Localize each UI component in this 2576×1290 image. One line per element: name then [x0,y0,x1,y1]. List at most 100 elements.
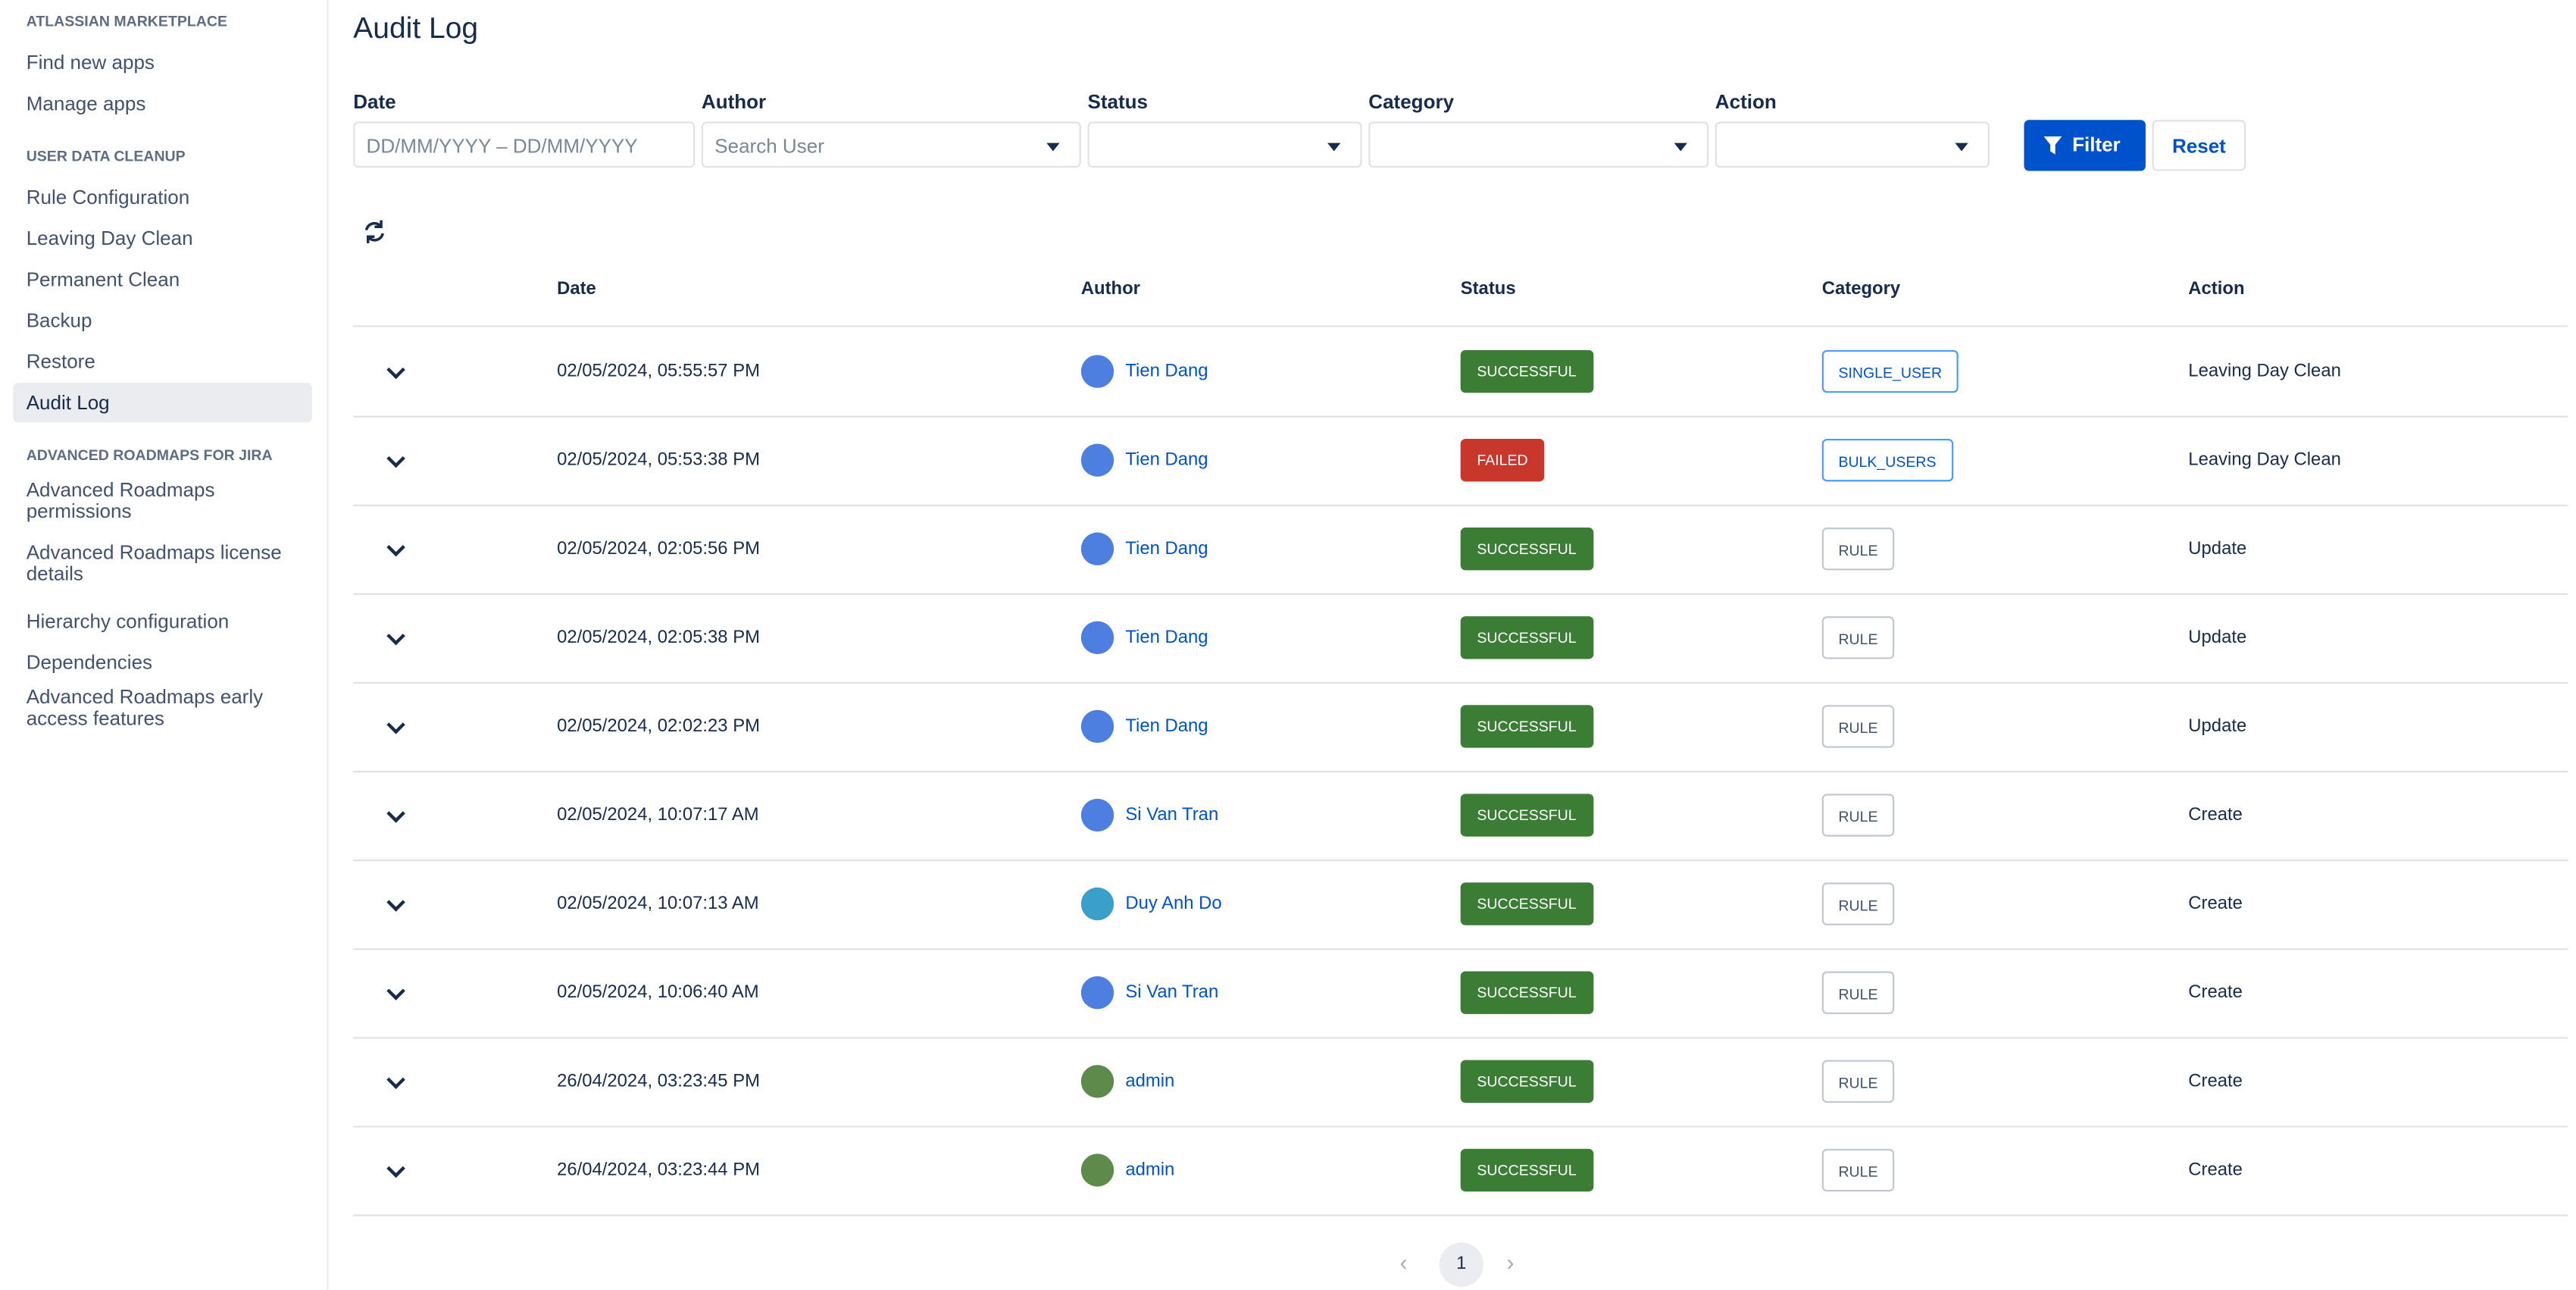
filter-label: Action [1715,90,1777,114]
table-row: 02/05/2024, 05:55:57 PM Tien Dang SUCCESSF… [353,327,2568,418]
filter-input[interactable]: DD/MM/YYYY – DD/MM/YYYY [353,121,696,168]
filter-input[interactable]: Search User [701,121,1081,168]
author-link[interactable]: Duy Anh Do [1125,894,1222,914]
status-badge: SUCCESSFUL [1460,616,1593,659]
action-cell: Create [2188,805,2243,825]
expand-chevron[interactable] [386,804,405,823]
table-row: 02/05/2024, 10:07:17 AM Si Van Tran SUCCES… [353,771,2568,862]
avatar [1080,443,1114,477]
refresh-icon[interactable] [361,218,388,245]
expand-chevron[interactable] [386,1159,405,1178]
date-cell: 02/05/2024, 02:02:23 PM [557,716,760,737]
avatar [1080,1154,1114,1187]
action-cell: Create [2188,894,2243,914]
date-cell: 02/05/2024, 05:55:57 PM [557,362,760,382]
expand-chevron[interactable] [386,1070,405,1089]
column-header: Category [1821,279,1901,299]
expand-chevron[interactable] [386,982,405,1000]
section-heading: ADVANCED ROADMAPS FOR JIRA [26,446,273,464]
author-link[interactable]: Tien Dang [1125,539,1208,559]
date-cell: 26/04/2024, 03:23:45 PM [557,1071,760,1091]
expand-chevron[interactable] [386,360,405,380]
author-link[interactable]: Tien Dang [1125,450,1208,471]
column-header: Status [1460,279,1516,299]
action-cell: Create [2188,1160,2243,1180]
filter-button[interactable]: Filter [2024,120,2146,171]
nav-item[interactable]: Backup [26,308,92,331]
nav-item[interactable]: Hierarchy configuration [26,609,230,632]
author-link[interactable]: Tien Dang [1125,716,1208,737]
prev-page[interactable]: ‹ [1399,1248,1408,1276]
avatar [1080,709,1114,744]
date-cell: 02/05/2024, 10:06:40 AM [557,982,759,1003]
reset-button[interactable]: Reset [2152,120,2246,171]
author-link[interactable]: Tien Dang [1125,628,1208,648]
column-header: Author [1080,279,1140,299]
nav-item[interactable]: Dependencies [26,650,153,673]
status-badge: FAILED [1460,438,1545,482]
status-badge: SUCCESSFUL [1460,1060,1593,1103]
section-heading: USER DATA CLEANUP [26,148,186,164]
avatar [1080,621,1114,655]
nav-item[interactable]: Advanced Roadmaps license details [26,540,282,585]
status-badge: SUCCESSFUL [1460,794,1593,837]
author-link[interactable]: admin [1125,1071,1175,1091]
avatar [1080,976,1114,1010]
date-cell: 02/05/2024, 10:07:17 AM [557,805,759,825]
nav-item[interactable]: Rule Configuration [26,184,190,208]
filter-label: Date [353,90,396,114]
avatar [1080,1065,1114,1098]
nav-item[interactable]: Restore [26,349,95,373]
status-badge: SUCCESSFUL [1460,528,1593,571]
page-title: Audit Log [353,11,479,45]
dropdown-caret [1327,142,1341,158]
avatar [1080,532,1114,565]
author-link[interactable]: Si Van Tran [1125,982,1219,1003]
filter-input[interactable] [1087,121,1362,168]
action-cell: Create [2188,982,2243,1003]
status-badge: SUCCESSFUL [1460,971,1593,1014]
nav-item[interactable]: Permanent Clean [26,267,180,290]
filter-icon [2043,136,2062,155]
column-header: Date [557,279,596,299]
expand-chevron[interactable] [386,626,405,646]
author-link[interactable]: Tien Dang [1125,362,1208,382]
date-cell: 02/05/2024, 02:05:38 PM [557,628,760,648]
avatar [1080,887,1114,921]
filter-label: Category [1368,90,1455,114]
table-row: 26/04/2024, 03:23:45 PM admin SUCCESSFUL RU… [353,1037,2568,1128]
section-heading: ATLASSIAN MARKETPLACE [26,13,227,30]
dropdown-caret [1046,142,1060,158]
expand-chevron[interactable] [386,537,405,557]
status-badge: SUCCESSFUL [1460,882,1593,925]
filter-input[interactable] [1368,121,1709,168]
date-cell: 26/04/2024, 03:23:44 PM [557,1160,760,1180]
action-cell: Update [2188,716,2247,737]
header-divider [353,325,2568,327]
placeholder: Search User [714,134,824,158]
expand-chevron[interactable] [386,449,405,468]
status-badge: SUCCESSFUL [1460,1148,1593,1192]
category-badge: RULE [1821,882,1895,925]
expand-chevron[interactable] [386,715,405,734]
page-number[interactable]: 1 [1439,1242,1484,1287]
category-badge: RULE [1821,705,1895,748]
nav-item[interactable]: Audit Log [13,383,312,423]
nav-item[interactable]: Advanced Roadmaps permissions [26,478,215,523]
filter-input[interactable] [1715,121,1990,168]
nav-item[interactable]: Leaving Day Clean [26,226,193,249]
table-row: 02/05/2024, 10:07:13 AM Duy Anh Do SUCCESS… [353,859,2568,950]
nav-item[interactable]: Advanced Roadmaps early access features [26,685,264,730]
expand-chevron[interactable] [386,893,405,912]
table-row: 02/05/2024, 02:05:38 PM Tien Dang SUCCESSF… [353,593,2568,684]
status-badge: SUCCESSFUL [1460,705,1593,748]
next-page[interactable]: › [1506,1248,1515,1276]
action-cell: Leaving Day Clean [2188,362,2341,382]
category-badge: RULE [1821,794,1895,837]
author-link[interactable]: admin [1125,1160,1175,1180]
action-cell: Update [2188,539,2247,559]
author-link[interactable]: Si Van Tran [1125,805,1219,825]
nav-item[interactable]: Manage apps [26,91,146,114]
nav-item[interactable]: Find new apps [26,50,155,74]
